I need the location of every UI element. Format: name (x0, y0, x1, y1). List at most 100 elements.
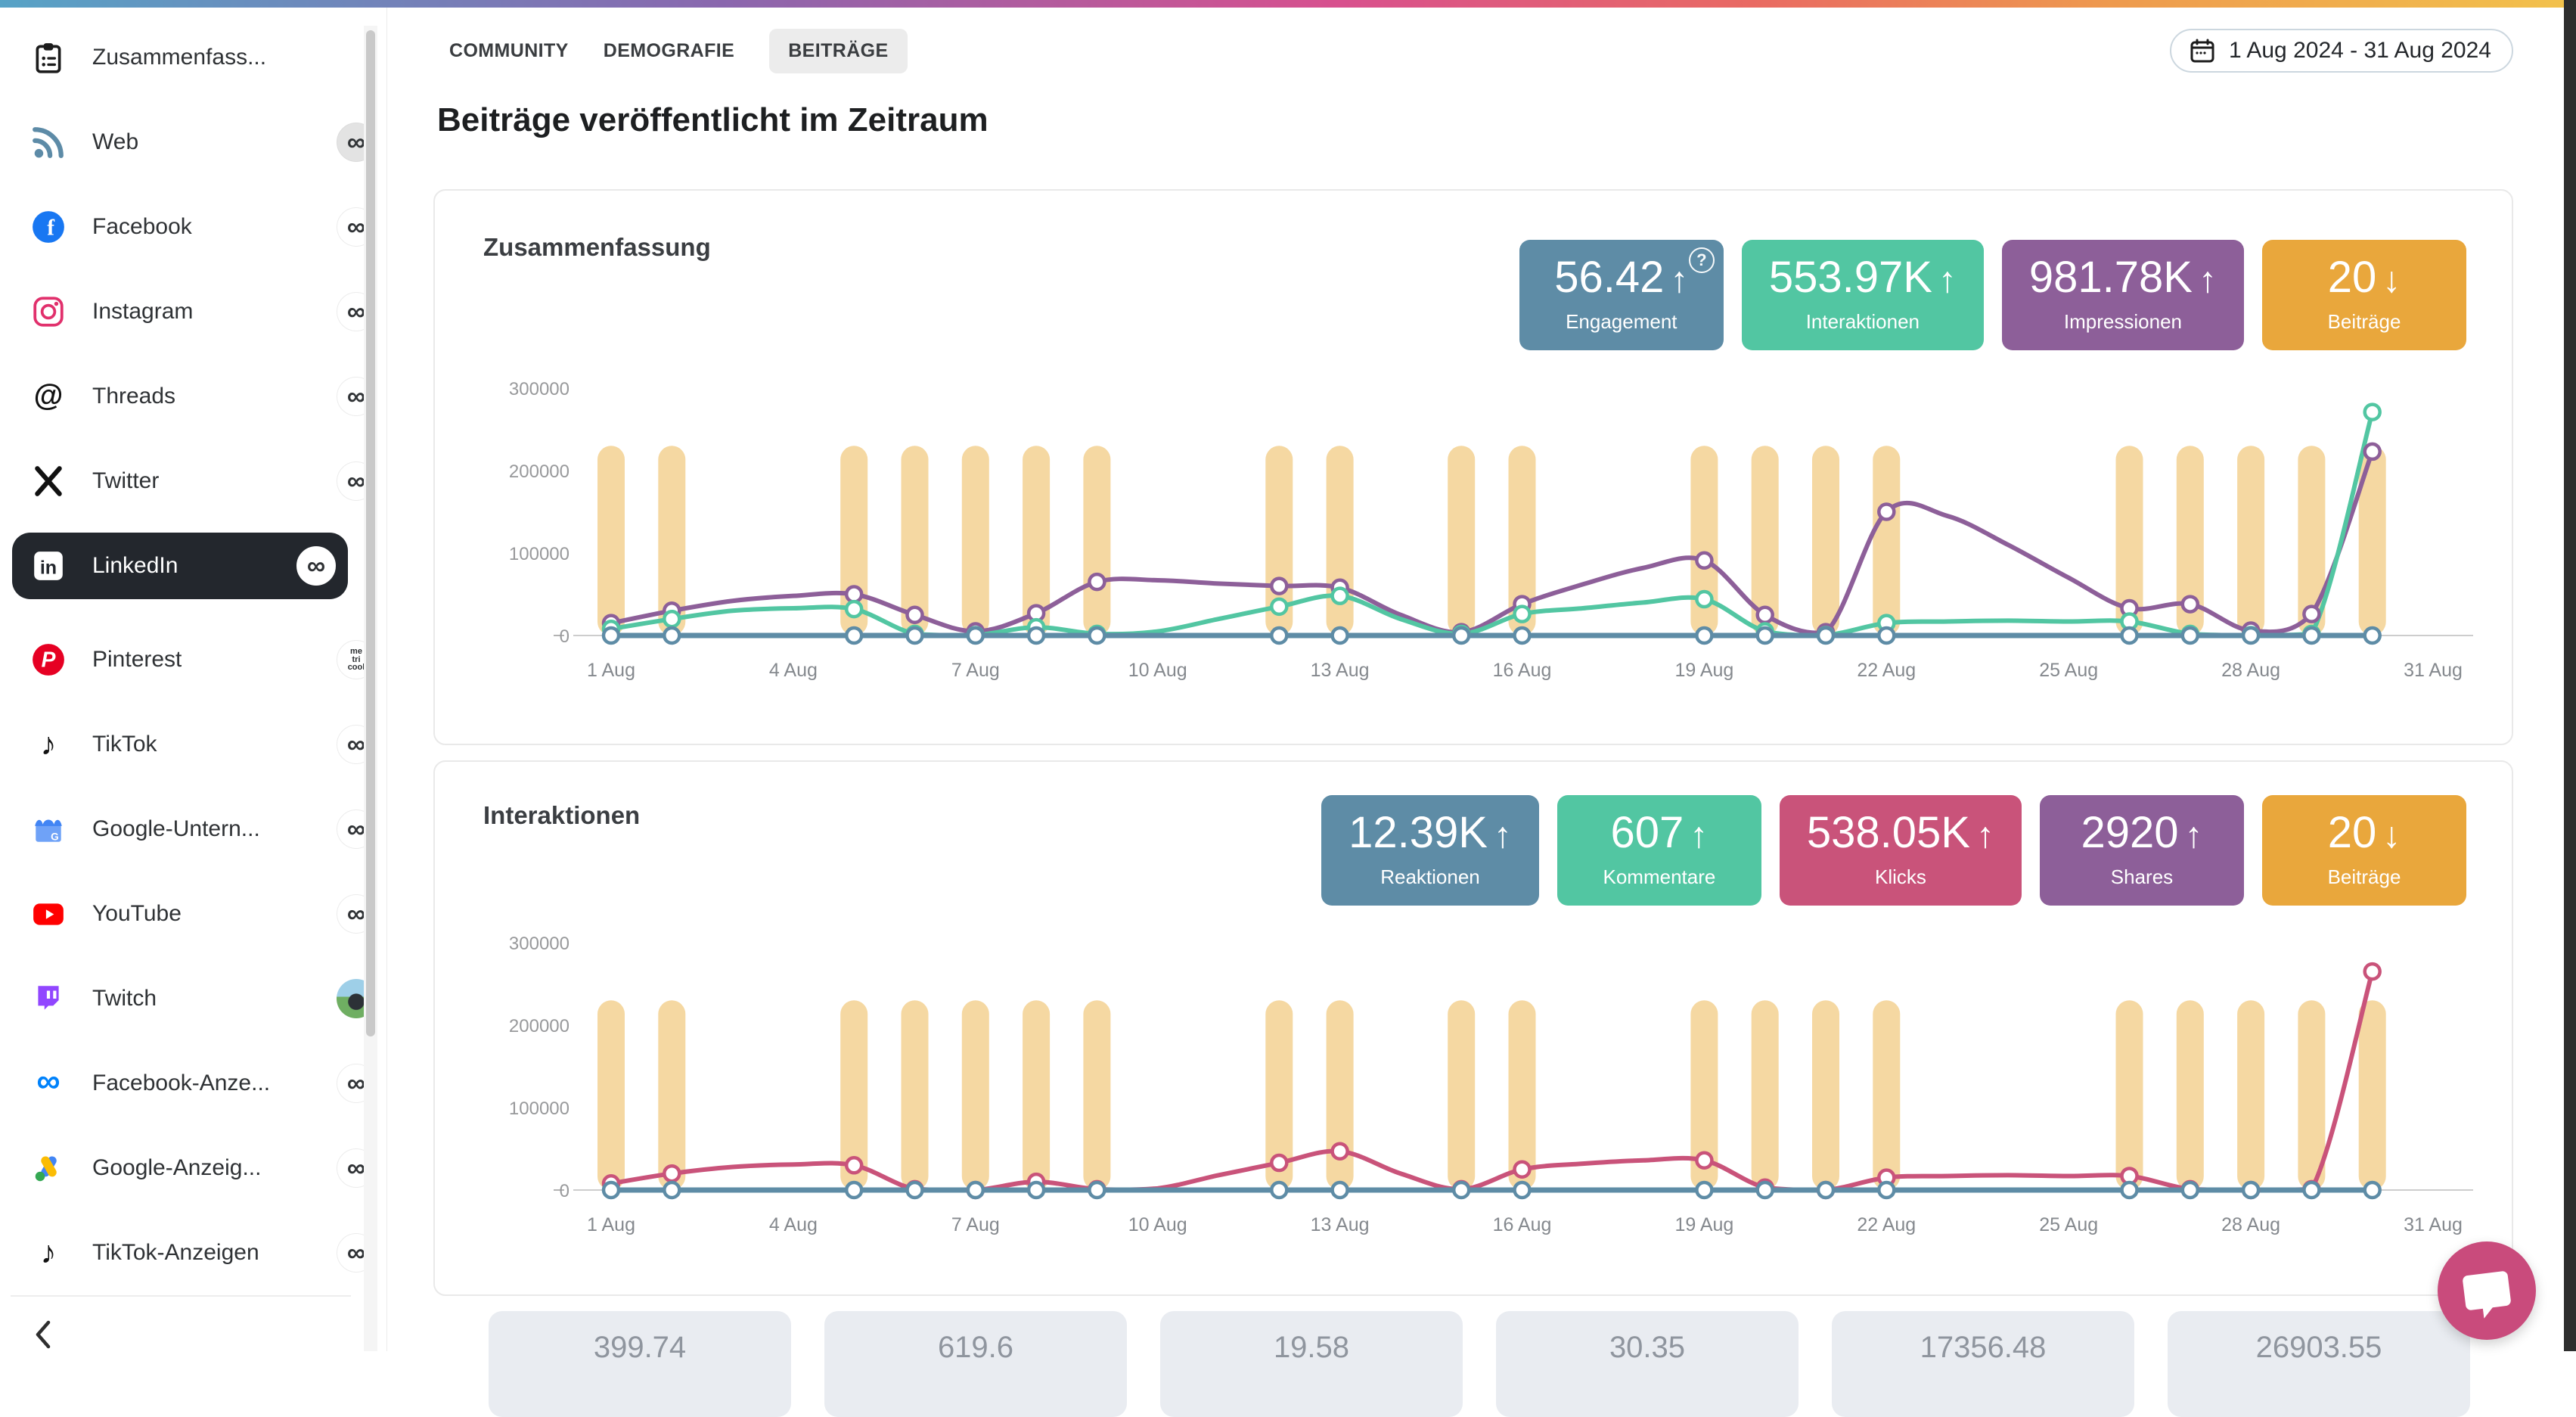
trend-up-icon: ↑ (1976, 816, 1994, 856)
svg-text:31 Aug: 31 Aug (2404, 1214, 2463, 1235)
svg-text:28 Aug: 28 Aug (2221, 1214, 2280, 1235)
sidebar-item-tiktok[interactable]: ♪ TikTok ∞ (0, 702, 386, 787)
svg-text:300000: 300000 (509, 379, 570, 399)
svg-text:7 Aug: 7 Aug (951, 660, 1000, 681)
sidebar-item-label: Facebook (92, 214, 192, 239)
sidebar-item-label: YouTube (92, 901, 182, 926)
chart-zusammenfassung: 0 100000 200000 300000 1 Aug 4 Aug 7 Aug 10 Aug… (437, 365, 2512, 720)
stat-value: 26903.55 (2255, 1331, 2382, 1364)
sidebar-item-facebook-ads[interactable]: ∞ Facebook-Anze... ∞ (0, 1041, 386, 1126)
sidebar-item-label: Facebook-Anze... (92, 1071, 271, 1095)
chevron-left-icon (36, 1320, 51, 1349)
youtube-icon (30, 896, 67, 932)
card-interaktionen: Interaktionen 12.39K ↑ Reaktionen 607 ↑ Ko… (433, 760, 2513, 1296)
svg-text:25 Aug: 25 Aug (2039, 660, 2098, 681)
kpi-klicks: 538.05K ↑ Klicks (1779, 795, 2022, 906)
tab-community[interactable]: COMMUNITY (449, 39, 569, 61)
sidebar-item-instagram[interactable]: Instagram ∞ (0, 269, 386, 354)
trend-up-icon: ↑ (1690, 816, 1709, 856)
kpi-value: 553.97K (1768, 253, 1932, 302)
facebook-icon: f (30, 209, 67, 245)
sidebar-item-facebook[interactable]: f Facebook ∞ (0, 185, 386, 269)
sidebar-item-threads[interactable]: @ Threads ∞ (0, 354, 386, 439)
svg-text:19 Aug: 19 Aug (1674, 660, 1733, 681)
stat-tile: 17356.48 (1832, 1311, 2134, 1417)
page-scrollbar[interactable] (2564, 0, 2576, 1351)
linkedin-icon: in (30, 548, 67, 584)
kpi-label: Shares (2110, 865, 2174, 888)
svg-text:16 Aug: 16 Aug (1493, 1214, 1552, 1235)
sidebar-item-google-ads[interactable]: Google-Anzeig... ∞ (0, 1126, 386, 1210)
stat-tile: 30.35 (1496, 1311, 1799, 1417)
kpi-label: Klicks (1875, 865, 1926, 888)
card-title: Zusammenfassung (483, 233, 711, 261)
sidebar-item-google-business[interactable]: G Google-Untern... ∞ (0, 787, 386, 872)
tab-demografie[interactable]: DEMOGRAFIE (603, 39, 735, 61)
sidebar-item-web[interactable]: Web ∞ (0, 100, 386, 185)
kpi-value: 538.05K (1806, 808, 1970, 857)
sidebar-item-label: Twitter (92, 468, 160, 493)
twitter-x-icon (30, 463, 67, 499)
sidebar-item-label: TikTok (92, 732, 157, 757)
sidebar-item-label: Google-Untern... (92, 816, 260, 841)
svg-text:7 Aug: 7 Aug (951, 1214, 1000, 1235)
stat-value: 619.6 (937, 1331, 1014, 1364)
kpi-label: Kommentare (1603, 865, 1716, 888)
threads-icon: @ (30, 378, 67, 415)
sidebar-item-twitch[interactable]: Twitch (0, 956, 386, 1041)
svg-text:in: in (40, 557, 57, 578)
date-range-picker[interactable]: 1 Aug 2024 - 31 Aug 2024 (2170, 29, 2513, 73)
line-chart: 0 100000 200000 300000 1 Aug 4 Aug 7 Aug 10 Aug… (509, 379, 2473, 681)
trend-up-icon: ↑ (2199, 260, 2217, 300)
page-title: Beiträge veröffentlicht im Zeitraum (437, 101, 989, 138)
kpi-impressionen: 981.78K ↑ Impressionen (2001, 240, 2244, 350)
sidebar-item-tiktok-ads[interactable]: ♪ TikTok-Anzeigen ∞ (0, 1210, 386, 1295)
trend-up-icon: ↑ (1493, 816, 1512, 856)
chat-fab-button[interactable] (2438, 1241, 2536, 1340)
kpi-label: Interaktionen (1805, 309, 1920, 333)
sidebar-item-label: Threads (92, 384, 176, 409)
sidebar-divider (11, 1295, 351, 1297)
stat-value: 399.74 (593, 1331, 687, 1364)
sidebar-item-label: Zusammenfass... (92, 45, 267, 70)
trend-up-icon: ↑ (2184, 816, 2203, 856)
sidebar-item-youtube[interactable]: YouTube ∞ (0, 872, 386, 956)
sidebar-item-pinterest[interactable]: P Pinterest me tri cool (0, 617, 386, 702)
sidebar-item-label: TikTok-Anzeigen (92, 1240, 259, 1265)
svg-text:@: @ (34, 379, 64, 412)
metricool-text: tri (352, 654, 361, 664)
sidebar-scrollbar[interactable] (364, 26, 377, 1351)
sidebar-collapse-button[interactable] (26, 1316, 62, 1353)
sidebar-list: Zusammenfass... Web ∞ f Facebook ∞ (0, 15, 386, 1295)
tiktok-icon: ♪ (30, 1235, 67, 1271)
line-chart: 0 100000 200000 300000 1 Aug 4 Aug 7 Aug 10 Aug… (509, 934, 2473, 1235)
svg-text:4 Aug: 4 Aug (769, 660, 818, 681)
svg-text:1 Aug: 1 Aug (587, 1214, 635, 1235)
tab-beitraege[interactable]: BEITRÄGE (769, 28, 908, 73)
sidebar: Zusammenfass... Web ∞ f Facebook ∞ (0, 8, 387, 1351)
svg-text:100000: 100000 (509, 1098, 570, 1119)
sidebar-scrollbar-thumb[interactable] (366, 30, 375, 1036)
help-icon[interactable]: ? (1688, 247, 1715, 273)
trend-down-icon: ↓ (2382, 816, 2401, 856)
svg-text:P: P (42, 647, 56, 671)
svg-text:♪: ♪ (41, 1235, 57, 1270)
metricool-text: me (350, 647, 362, 657)
pinterest-icon: P (30, 642, 67, 678)
clipboard-icon (30, 39, 67, 76)
brand-gradient-bar (0, 0, 2576, 8)
stat-value: 17356.48 (1920, 1331, 2047, 1364)
kpi-value: 607 (1610, 808, 1684, 857)
sidebar-item-linkedin[interactable]: in LinkedIn ∞ (0, 533, 386, 617)
kpi-label: Beiträge (2327, 309, 2401, 333)
svg-text:22 Aug: 22 Aug (1857, 660, 1916, 681)
sidebar-item-zusammenfassung[interactable]: Zusammenfass... (0, 15, 386, 100)
kpi-value: 12.39K (1349, 808, 1488, 857)
kpi-value: 981.78K (2028, 253, 2193, 302)
svg-text:300000: 300000 (509, 934, 570, 954)
sidebar-item-twitter[interactable]: Twitter ∞ (0, 439, 386, 524)
infinity-badge[interactable]: ∞ (296, 546, 336, 586)
rss-icon (30, 124, 67, 160)
card-title: Interaktionen (483, 801, 641, 829)
chart-interaktionen: 0 100000 200000 300000 1 Aug 4 Aug 7 Aug 10 Aug… (437, 919, 2512, 1275)
